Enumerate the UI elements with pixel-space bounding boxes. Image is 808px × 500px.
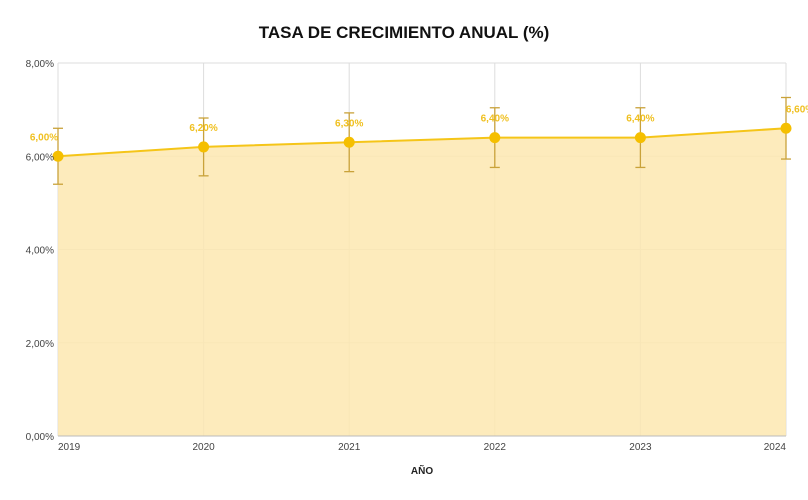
y-tick-label: 6,00%	[26, 152, 54, 163]
area-fill	[58, 128, 786, 436]
data-point	[634, 132, 646, 144]
y-tick-label: 8,00%	[26, 59, 54, 70]
data-point	[780, 122, 792, 134]
x-tick-label: 2024	[764, 442, 787, 453]
data-label: 6,30%	[335, 118, 363, 129]
x-tick-label: 2023	[629, 442, 652, 453]
y-tick-label: 2,00%	[26, 339, 54, 350]
series-line	[57, 127, 787, 158]
data-label: 6,60%	[786, 104, 808, 115]
data-label: 6,20%	[189, 123, 217, 134]
data-label: 6,40%	[626, 114, 654, 125]
data-point	[198, 141, 210, 153]
data-point	[489, 132, 501, 144]
x-axis-label: AÑO	[411, 464, 433, 477]
x-tick-label: 2020	[192, 442, 215, 453]
chart-title: TASA DE CRECIMIENTO ANUAL (%)	[259, 23, 550, 42]
y-tick-label: 0,00%	[26, 432, 54, 443]
data-point	[343, 136, 355, 148]
x-tick-label: 2021	[338, 442, 361, 453]
x-tick-label: 2022	[484, 442, 507, 453]
y-tick-label: 4,00%	[26, 246, 54, 257]
data-point	[52, 150, 64, 162]
data-label: 6,40%	[481, 114, 509, 125]
x-tick-label: 2019	[58, 442, 81, 453]
data-label: 6,00%	[30, 132, 58, 143]
